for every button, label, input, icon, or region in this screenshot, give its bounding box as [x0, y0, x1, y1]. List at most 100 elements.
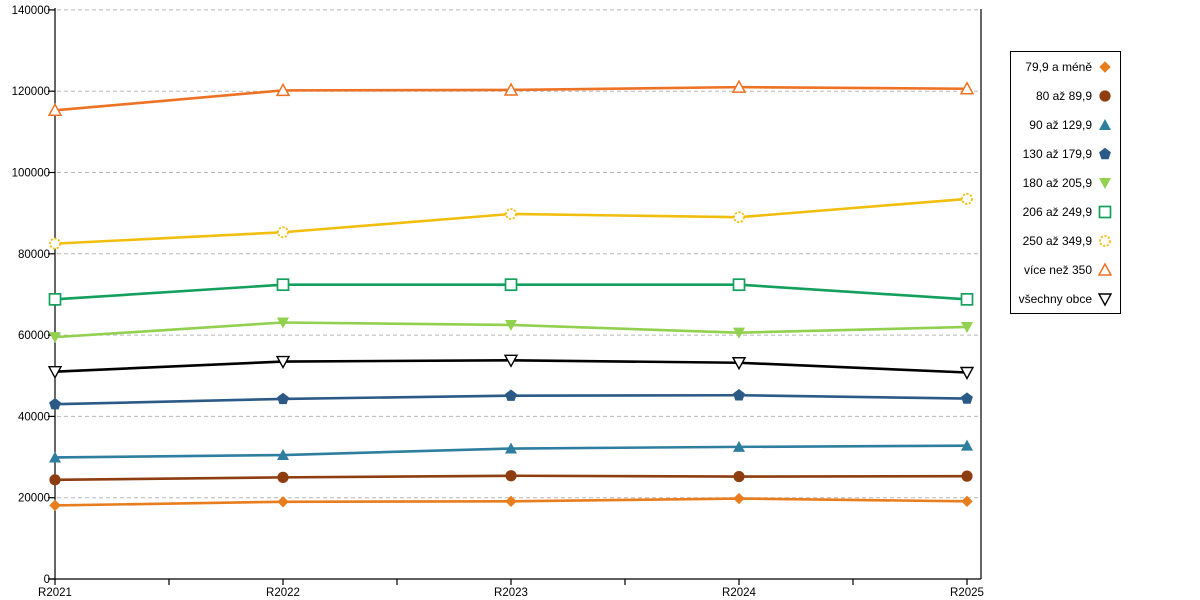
pentagon-icon — [1099, 147, 1111, 159]
open-triangle-down-icon — [275, 355, 291, 369]
legend-item: více než 350 — [1011, 255, 1120, 284]
circle-icon — [505, 470, 517, 482]
legend-item: 206 až 249,9 — [1011, 197, 1120, 226]
triangle-down-icon — [49, 332, 61, 344]
open-triangle-down-icon — [1097, 292, 1113, 306]
y-tick-label: 0 — [44, 574, 50, 586]
triangle-down-icon — [1099, 177, 1111, 189]
legend-label: 90 až 129,9 — [1029, 117, 1092, 132]
open-triangle-up-icon — [503, 82, 519, 96]
x-tick-label: R2024 — [722, 587, 756, 599]
pentagon-icon — [733, 389, 745, 401]
diamond-icon — [49, 499, 61, 512]
open-triangle-up-icon — [47, 102, 63, 117]
y-tick-label: 20000 — [18, 493, 50, 505]
legend-label: všechny obce — [1018, 291, 1092, 306]
series-markers-0 — [49, 492, 973, 512]
triangle-up-icon — [1099, 118, 1111, 130]
circle-icon — [961, 470, 973, 482]
y-tick-label: 60000 — [18, 330, 50, 342]
y-tick-label: 100000 — [12, 168, 50, 180]
open-triangle-up-icon — [275, 82, 291, 97]
legend-item: 90 až 129,9 — [1011, 110, 1120, 139]
legend-marker — [1099, 60, 1111, 73]
y-tick-label: 120000 — [12, 86, 50, 98]
triangle-up-icon — [733, 440, 745, 452]
legend-item: 130 až 179,9 — [1011, 139, 1120, 168]
open-triangle-down-icon — [503, 354, 519, 368]
series-markers-3 — [49, 389, 973, 410]
circle-icon — [1099, 89, 1111, 102]
y-tick-label: 140000 — [12, 5, 50, 17]
open-triangle-up-icon — [1097, 261, 1113, 276]
pentagon-icon — [49, 398, 61, 410]
x-tick-label: R2023 — [494, 587, 528, 599]
legend-marker — [1099, 177, 1111, 189]
series-markers-5 — [48, 278, 974, 306]
legend-marker — [1098, 205, 1112, 218]
legend-label: 130 až 179,9 — [1022, 146, 1092, 161]
series-line-6 — [54, 197, 968, 245]
series-markers-2 — [49, 439, 973, 463]
legend-item: 250 až 349,9 — [1011, 226, 1120, 255]
triangle-up-icon — [505, 442, 517, 454]
square-icon — [48, 292, 62, 306]
diamond-icon — [733, 492, 745, 505]
legend-label: 206 až 249,9 — [1022, 204, 1092, 219]
open-triangle-down-icon — [731, 357, 747, 371]
legend-item: 80 až 89,9 — [1011, 81, 1120, 110]
square-icon — [276, 278, 290, 292]
legend-marker — [1099, 118, 1111, 130]
open-circle-icon — [1099, 234, 1111, 247]
square-icon — [732, 278, 746, 292]
open-circle-icon — [505, 208, 517, 220]
pentagon-icon — [505, 389, 517, 401]
x-tick-label: R2025 — [950, 587, 984, 599]
chart-legend: 79,9 a méně 80 až 89,9 90 až 129,9 130 až 1… — [1010, 51, 1121, 314]
y-tick-label: 80000 — [18, 249, 50, 261]
x-tick-label: R2022 — [266, 587, 300, 599]
diamond-icon — [505, 495, 517, 508]
series-markers-6 — [49, 193, 973, 250]
square-icon — [504, 278, 518, 292]
y-tick-label: 40000 — [18, 411, 50, 423]
open-circle-icon — [733, 211, 745, 224]
legend-marker — [1097, 261, 1113, 276]
diamond-icon — [1099, 60, 1111, 73]
circle-icon — [733, 470, 745, 483]
diamond-icon — [277, 496, 289, 508]
legend-label: 180 až 205,9 — [1022, 175, 1092, 190]
legend-marker — [1099, 234, 1111, 247]
triangle-up-icon — [961, 439, 973, 451]
legend-item: 79,9 a méně — [1011, 52, 1120, 81]
legend-item: 180 až 205,9 — [1011, 168, 1120, 197]
x-tick-label: R2021 — [38, 587, 72, 599]
open-circle-icon — [961, 193, 973, 205]
legend-marker — [1099, 89, 1111, 102]
open-triangle-up-icon — [731, 79, 747, 93]
triangle-up-icon — [49, 451, 61, 463]
square-icon — [960, 292, 974, 306]
triangle-down-icon — [277, 317, 289, 329]
series-markers-4 — [49, 317, 973, 344]
open-triangle-down-icon — [47, 365, 63, 380]
open-triangle-up-icon — [959, 81, 975, 95]
series-markers-1 — [49, 470, 973, 486]
diamond-icon — [961, 495, 973, 508]
open-circle-icon — [277, 226, 289, 239]
pentagon-icon — [277, 392, 289, 405]
triangle-down-icon — [733, 327, 745, 339]
legend-label: 80 až 89,9 — [1035, 88, 1092, 103]
square-icon — [1098, 205, 1112, 218]
legend-marker — [1097, 292, 1113, 306]
series-markers-7 — [47, 79, 975, 117]
open-triangle-down-icon — [959, 366, 975, 380]
legend-label: více než 350 — [1023, 262, 1092, 277]
triangle-up-icon — [277, 449, 289, 461]
circle-icon — [49, 474, 61, 486]
circle-icon — [277, 471, 289, 483]
triangle-down-icon — [961, 321, 973, 333]
series-markers-8 — [47, 354, 975, 380]
